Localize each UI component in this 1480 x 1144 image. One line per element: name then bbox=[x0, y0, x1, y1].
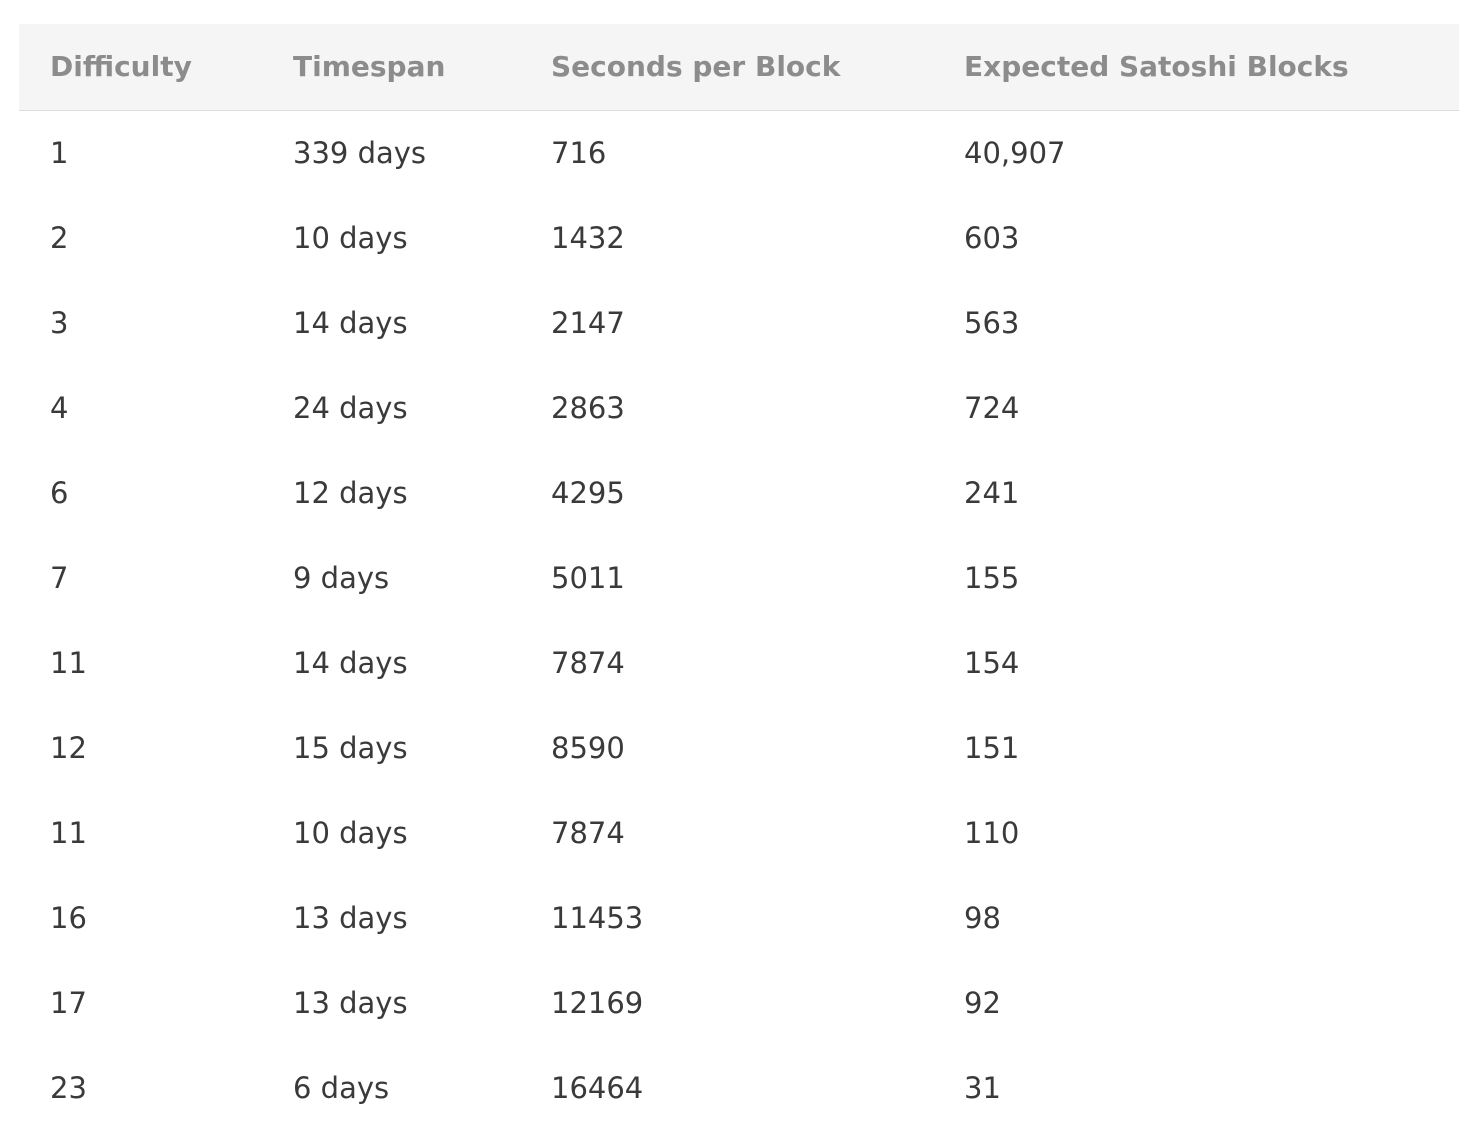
cell-expected-blocks: 241 bbox=[964, 475, 1020, 510]
cell-difficulty: 11 bbox=[50, 645, 87, 680]
cell-difficulty: 12 bbox=[50, 730, 87, 765]
cell-seconds-per-block: 11453 bbox=[551, 900, 644, 935]
cell-seconds-per-block: 8590 bbox=[551, 730, 625, 765]
cell-expected-blocks: 98 bbox=[964, 900, 1001, 935]
cell-expected-blocks: 603 bbox=[964, 220, 1020, 255]
cell-seconds-per-block: 2147 bbox=[551, 305, 625, 340]
header-expected-satoshi-blocks: Expected Satoshi Blocks bbox=[933, 24, 1459, 111]
cell-timespan: 9 days bbox=[293, 560, 390, 595]
cell-seconds-per-block: 16464 bbox=[551, 1070, 644, 1105]
cell-difficulty: 1 bbox=[50, 135, 69, 170]
cell-timespan: 14 days bbox=[293, 645, 408, 680]
table-row: 17 13 days 12169 92 bbox=[19, 960, 1459, 1045]
header-seconds-per-block: Seconds per Block bbox=[520, 24, 933, 111]
table-row: 2 10 days 1432 603 bbox=[19, 195, 1459, 280]
cell-difficulty: 4 bbox=[50, 390, 69, 425]
cell-timespan: 6 days bbox=[293, 1070, 390, 1105]
cell-seconds-per-block: 12169 bbox=[551, 985, 644, 1020]
cell-timespan: 15 days bbox=[293, 730, 408, 765]
table-body: 1 339 days 716 40,907 2 10 days 1432 603… bbox=[19, 110, 1459, 1130]
cell-seconds-per-block: 1432 bbox=[551, 220, 625, 255]
table-row: 11 14 days 7874 154 bbox=[19, 620, 1459, 705]
cell-seconds-per-block: 7874 bbox=[551, 815, 625, 850]
cell-expected-blocks: 563 bbox=[964, 305, 1020, 340]
cell-timespan: 24 days bbox=[293, 390, 408, 425]
data-table-container: Difficulty Timespan Seconds per Block Ex… bbox=[19, 24, 1459, 1130]
cell-timespan: 10 days bbox=[293, 220, 408, 255]
cell-seconds-per-block: 5011 bbox=[551, 560, 625, 595]
cell-expected-blocks: 155 bbox=[964, 560, 1020, 595]
table-row: 23 6 days 16464 31 bbox=[19, 1045, 1459, 1130]
cell-timespan: 12 days bbox=[293, 475, 408, 510]
table-row: 4 24 days 2863 724 bbox=[19, 365, 1459, 450]
cell-expected-blocks: 154 bbox=[964, 645, 1020, 680]
cell-timespan: 13 days bbox=[293, 900, 408, 935]
cell-difficulty: 7 bbox=[50, 560, 69, 595]
table-row: 6 12 days 4295 241 bbox=[19, 450, 1459, 535]
cell-difficulty: 16 bbox=[50, 900, 87, 935]
table-header: Difficulty Timespan Seconds per Block Ex… bbox=[19, 24, 1459, 111]
table-row: 12 15 days 8590 151 bbox=[19, 705, 1459, 790]
cell-difficulty: 2 bbox=[50, 220, 69, 255]
table-row: 11 10 days 7874 110 bbox=[19, 790, 1459, 875]
cell-difficulty: 11 bbox=[50, 815, 87, 850]
cell-timespan: 10 days bbox=[293, 815, 408, 850]
cell-expected-blocks: 110 bbox=[964, 815, 1020, 850]
table-row: 1 339 days 716 40,907 bbox=[19, 110, 1459, 195]
table-row: 3 14 days 2147 563 bbox=[19, 280, 1459, 365]
cell-seconds-per-block: 4295 bbox=[551, 475, 625, 510]
cell-difficulty: 3 bbox=[50, 305, 69, 340]
header-difficulty: Difficulty bbox=[19, 24, 262, 111]
cell-expected-blocks: 151 bbox=[964, 730, 1020, 765]
cell-difficulty: 23 bbox=[50, 1070, 87, 1105]
table-row: 16 13 days 11453 98 bbox=[19, 875, 1459, 960]
cell-expected-blocks: 724 bbox=[964, 390, 1020, 425]
table-row: 7 9 days 5011 155 bbox=[19, 535, 1459, 620]
difficulty-table: Difficulty Timespan Seconds per Block Ex… bbox=[19, 24, 1459, 1130]
cell-timespan: 339 days bbox=[293, 135, 427, 170]
cell-timespan: 14 days bbox=[293, 305, 408, 340]
cell-seconds-per-block: 7874 bbox=[551, 645, 625, 680]
cell-seconds-per-block: 716 bbox=[551, 135, 607, 170]
cell-expected-blocks: 92 bbox=[964, 985, 1001, 1020]
cell-expected-blocks: 40,907 bbox=[964, 135, 1066, 170]
header-row: Difficulty Timespan Seconds per Block Ex… bbox=[19, 24, 1459, 111]
cell-difficulty: 17 bbox=[50, 985, 87, 1020]
cell-expected-blocks: 31 bbox=[964, 1070, 1001, 1105]
header-timespan: Timespan bbox=[262, 24, 520, 111]
cell-timespan: 13 days bbox=[293, 985, 408, 1020]
cell-seconds-per-block: 2863 bbox=[551, 390, 625, 425]
cell-difficulty: 6 bbox=[50, 475, 69, 510]
